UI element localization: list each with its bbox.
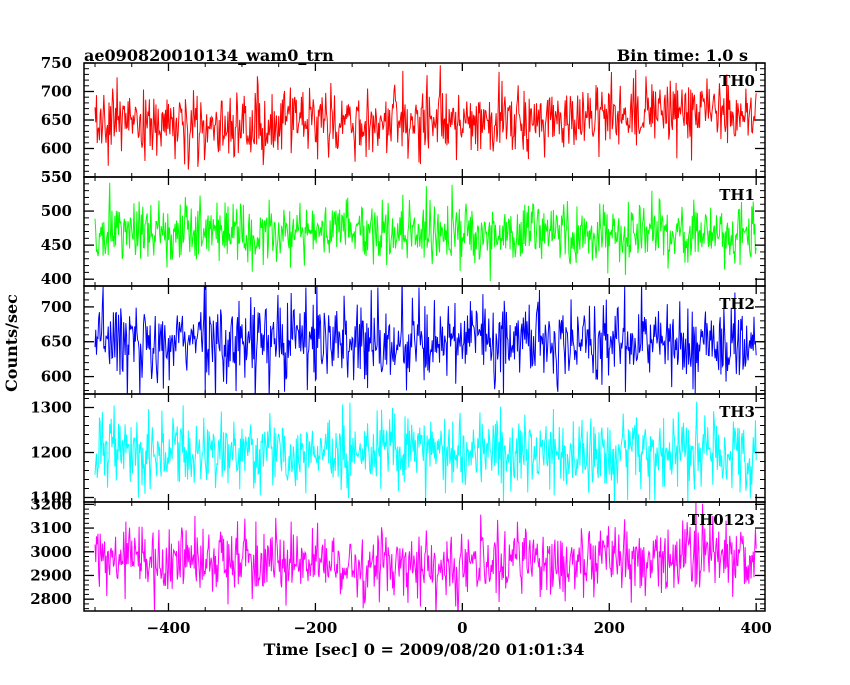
y-tick-label: 550 bbox=[41, 168, 72, 186]
series-line-th0123 bbox=[94, 502, 757, 611]
series-line-th3 bbox=[94, 401, 757, 502]
panels-group: 550600650700750TH0400450500550TH16006507… bbox=[30, 54, 766, 612]
x-tick-label: 200 bbox=[594, 619, 625, 637]
y-tick-label: 2900 bbox=[30, 566, 72, 584]
panel-th2: 600 650 700 TH2 bbox=[41, 285, 766, 395]
y-tick-label: 3200 bbox=[30, 495, 72, 513]
panel-label-th1: TH1 bbox=[719, 186, 755, 204]
y-tick-label: 600 bbox=[41, 140, 72, 158]
series-line-th2 bbox=[94, 286, 757, 394]
y-tick-label: 3100 bbox=[30, 519, 72, 537]
x-tick-label: 400 bbox=[741, 619, 772, 637]
panel-th1: 400 450 500 550 TH1 bbox=[41, 168, 766, 288]
y-tick-label: 2800 bbox=[30, 590, 72, 608]
y-tick-label: 600 bbox=[41, 368, 72, 386]
y-tick-label: 650 bbox=[41, 111, 72, 129]
panel-th0123: 2800 2900 3000 3100 3200 TH0123 bbox=[30, 495, 766, 612]
x-tick-label: −400 bbox=[147, 619, 191, 637]
series-line-th1 bbox=[94, 182, 757, 282]
y-tick-label: 450 bbox=[41, 236, 72, 254]
panel-th0: 550 600 650 700 750 TH0 bbox=[41, 54, 766, 186]
series-line-th0 bbox=[94, 65, 757, 170]
y-tick-label: 650 bbox=[41, 333, 72, 351]
y-tick-label: 500 bbox=[41, 202, 72, 220]
panel-th3: 1100 1200 1300 TH3 bbox=[30, 393, 766, 507]
y-tick-label: 550 bbox=[41, 168, 72, 186]
x-tick-label: −200 bbox=[293, 619, 337, 637]
y-tick-label: 700 bbox=[41, 83, 72, 101]
x-axis: −400 −200 0 200 400 bbox=[147, 619, 772, 637]
panel-label-th3: TH3 bbox=[719, 403, 755, 421]
chart-title: ae090820010134_wam0_trn bbox=[84, 46, 334, 65]
panel-label-th0: TH0 bbox=[719, 72, 755, 90]
x-axis-label: Time [sec] 0 = 2009/08/20 01:01:34 bbox=[264, 640, 585, 659]
y-tick-label: 3000 bbox=[30, 543, 72, 561]
y-tick-label: 750 bbox=[41, 54, 72, 72]
x-tick-label: 0 bbox=[457, 619, 467, 637]
y-tick-label: 400 bbox=[41, 270, 72, 288]
y-tick-label: 700 bbox=[41, 298, 72, 316]
y-tick-label: 1300 bbox=[30, 399, 72, 417]
bin-time-label: Bin time: 1.0 s bbox=[617, 46, 748, 65]
y-tick-label: 1200 bbox=[30, 444, 72, 462]
y-axis-label: Counts/sec bbox=[2, 294, 21, 392]
panel-label-th0123: TH0123 bbox=[688, 511, 755, 529]
panel-label-th2: TH2 bbox=[719, 295, 755, 313]
y-tick-label: 1100 bbox=[30, 489, 72, 507]
